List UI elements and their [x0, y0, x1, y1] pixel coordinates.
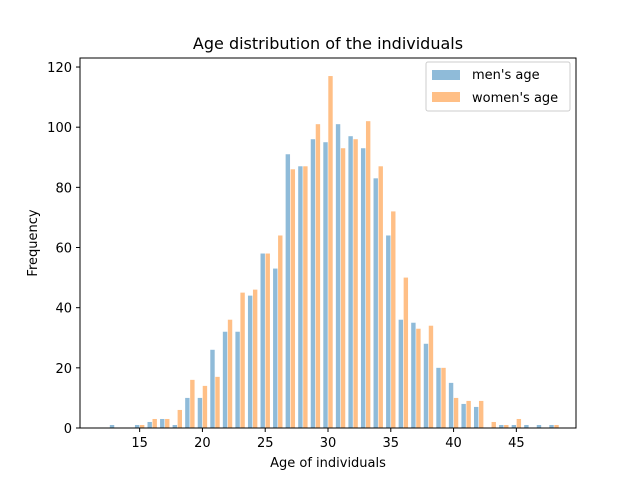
bar-men-s-age-26	[273, 268, 278, 428]
bar-women-s-age-40	[453, 397, 459, 428]
bar-men-s-age-30	[323, 142, 328, 429]
bar-women-s-age-18	[177, 409, 183, 428]
bar-men-s-age-18	[172, 424, 178, 428]
y-tick-label-20: 20	[55, 362, 72, 377]
legend: men's age women's age	[425, 61, 571, 112]
bar-women-s-age-35	[391, 211, 396, 428]
x-axis: 15 20 25 30 35 40 45	[131, 428, 525, 451]
x-tick-label-35: 35	[383, 436, 400, 451]
y-tick-label-60: 60	[55, 242, 72, 257]
bar-men-s-age-35	[386, 235, 391, 428]
bar-men-s-age-34	[373, 178, 378, 428]
bar-men-s-age-22	[222, 331, 228, 428]
legend-swatch-mens-age	[432, 70, 460, 80]
bar-men-s-age-42	[473, 406, 479, 428]
bar-women-s-age-44	[504, 424, 509, 428]
bar-men-s-age-24	[247, 295, 253, 428]
bar-men-s-age-20	[197, 397, 203, 428]
y-tick-label-100: 100	[47, 121, 72, 136]
bar-women-s-age-25	[265, 253, 270, 428]
bar-women-s-age-37	[416, 328, 421, 428]
bar-men-s-age-13	[109, 424, 115, 428]
chart-title: Age distribution of the individuals	[193, 34, 463, 53]
bar-men-s-age-29	[310, 139, 316, 428]
bar-women-s-age-42	[478, 400, 484, 428]
bar-women-s-age-19	[190, 379, 195, 428]
bar-women-s-age-24	[252, 289, 258, 428]
bar-men-s-age-36	[398, 319, 404, 428]
bar-women-s-age-30	[328, 76, 333, 429]
bar-men-s-age-48	[549, 424, 554, 428]
bar-women-s-age-21	[215, 376, 220, 428]
bar-men-s-age-47	[536, 424, 542, 428]
y-tick-label-40: 40	[55, 302, 72, 317]
bar-women-s-age-27	[290, 169, 296, 429]
bar-women-s-age-34	[378, 166, 383, 429]
bar-women-s-age-41	[466, 400, 471, 428]
bar-men-s-age-27	[285, 154, 291, 428]
x-tick-label-30: 30	[320, 436, 337, 451]
bars-layer	[109, 76, 559, 429]
x-tick-label-25: 25	[257, 436, 274, 451]
bar-men-s-age-28	[298, 166, 303, 429]
bar-women-s-age-29	[315, 124, 321, 429]
bar-men-s-age-15	[134, 424, 140, 428]
y-axis-title: Frequency	[26, 209, 41, 276]
bar-women-s-age-43	[491, 421, 496, 428]
y-axis: 0 20 40 60 80 100 120	[47, 61, 80, 437]
bar-men-s-age-40	[448, 382, 454, 428]
bar-women-s-age-16	[152, 418, 157, 428]
bar-women-s-age-33	[365, 121, 371, 429]
bar-women-s-age-36	[403, 277, 409, 428]
x-tick-label-20: 20	[194, 436, 211, 451]
bar-women-s-age-31	[340, 148, 346, 429]
x-tick-label-45: 45	[508, 436, 525, 451]
bar-men-s-age-25	[260, 253, 265, 428]
legend-label-mens-age: men's age	[472, 68, 540, 83]
x-tick-label-40: 40	[445, 436, 462, 451]
bar-women-s-age-39	[441, 367, 446, 428]
bar-men-s-age-31	[335, 124, 341, 429]
bar-women-s-age-17	[165, 418, 170, 428]
bar-women-s-age-23	[240, 292, 245, 428]
y-tick-label-120: 120	[47, 61, 72, 76]
bar-men-s-age-44	[499, 424, 504, 428]
bar-men-s-age-32	[348, 136, 353, 428]
bar-women-s-age-45	[516, 418, 522, 428]
bar-men-s-age-45	[511, 424, 517, 428]
bar-men-s-age-23	[235, 331, 240, 428]
bar-men-s-age-16	[147, 421, 152, 428]
bar-men-s-age-19	[185, 397, 190, 428]
x-tick-label-15: 15	[131, 436, 148, 451]
bar-women-s-age-32	[353, 139, 358, 428]
bar-men-s-age-41	[461, 403, 466, 428]
bar-men-s-age-17	[160, 418, 165, 428]
y-tick-label-0: 0	[64, 422, 72, 437]
bar-men-s-age-46	[524, 424, 529, 428]
bar-women-s-age-15	[139, 424, 145, 428]
y-tick-label-80: 80	[55, 181, 72, 196]
bar-women-s-age-48	[554, 424, 559, 428]
bar-men-s-age-38	[423, 343, 429, 428]
bar-women-s-age-38	[428, 325, 434, 428]
bar-men-s-age-21	[210, 349, 215, 428]
bar-women-s-age-26	[278, 235, 283, 428]
legend-label-womens-age: women's age	[472, 91, 558, 106]
bar-women-s-age-28	[303, 166, 308, 429]
bar-women-s-age-22	[227, 319, 233, 428]
legend-box	[425, 61, 571, 112]
bar-men-s-age-33	[360, 148, 366, 429]
x-axis-title: Age of individuals	[270, 456, 386, 471]
bar-men-s-age-39	[436, 367, 441, 428]
legend-swatch-womens-age	[432, 92, 460, 102]
bar-women-s-age-20	[202, 385, 208, 428]
bar-men-s-age-37	[411, 322, 416, 428]
